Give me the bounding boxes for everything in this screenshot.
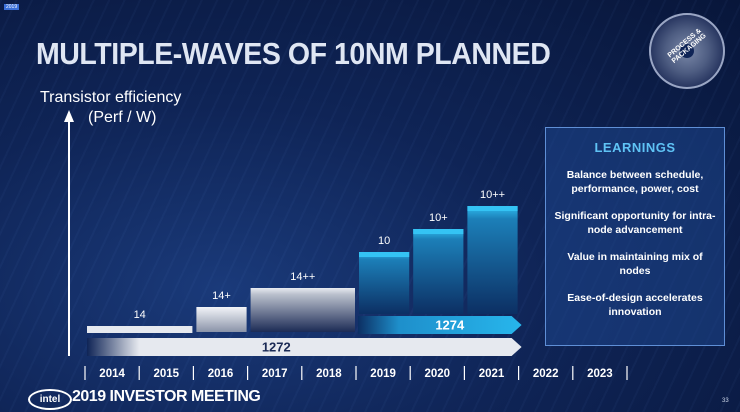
y-axis-arrowhead xyxy=(64,110,74,122)
year-tick-label: 2017 xyxy=(262,368,288,380)
node-label: 14++ xyxy=(290,271,315,283)
year-tick-label: 2014 xyxy=(99,368,125,380)
year-tick-label: 2016 xyxy=(208,368,234,380)
node-bar-cap xyxy=(467,206,518,211)
learnings-panel: LEARNINGS Balance between schedule, perf… xyxy=(545,127,725,346)
year-tick-label: 2018 xyxy=(316,368,342,380)
arrow-label: 1274 xyxy=(435,318,465,333)
node-bar-10p xyxy=(413,229,464,314)
node-label: 14 xyxy=(134,309,146,321)
footer-event-title: 2019 INVESTOR MEETING xyxy=(72,388,261,405)
badge-center xyxy=(680,44,694,58)
learning-item: Ease-of-design accelerates innovation xyxy=(567,292,703,318)
process-packaging-badge: PROCESS & PACKAGING xyxy=(649,13,725,89)
node-label: 10 xyxy=(378,235,390,247)
node-bar-14pp xyxy=(250,288,355,332)
year-tick-label: 2015 xyxy=(154,368,180,380)
learning-item: Significant opportunity for intra-node a… xyxy=(554,210,716,236)
process-arrow-1274 xyxy=(358,316,522,334)
live-tag: 2019 xyxy=(4,4,20,10)
node-bar-cap xyxy=(413,229,464,234)
year-tick-label: 2022 xyxy=(533,368,559,380)
learnings-title: LEARNINGS xyxy=(594,140,676,155)
y-axis-label-line1: Transistor efficiency xyxy=(40,89,182,106)
node-label: 10+ xyxy=(429,212,448,224)
arrow-label: 1272 xyxy=(262,340,291,355)
year-tick-label: 2019 xyxy=(370,368,396,380)
page-number: 33 xyxy=(722,398,729,404)
year-tick-label: 2020 xyxy=(425,368,451,380)
node-bar-cap xyxy=(359,252,410,257)
node-label: 10++ xyxy=(480,189,505,201)
node-bar-10pp xyxy=(467,206,518,314)
node-label: 14+ xyxy=(212,290,231,302)
node-bar-14p xyxy=(196,307,247,332)
y-axis-label: Transistor efficiency (Perf / W) xyxy=(40,88,181,128)
slide-title: MULTIPLE-WAVES OF 10NM PLANNED xyxy=(36,36,551,71)
year-tick-label: 2021 xyxy=(479,368,505,380)
learning-item: Balance between schedule, performance, p… xyxy=(566,169,704,195)
intel-logo: intel xyxy=(28,389,72,410)
y-axis-label-line2: (Perf / W) xyxy=(88,109,157,126)
year-tick-label: 2023 xyxy=(587,368,613,380)
node-bar-10 xyxy=(359,252,410,314)
node-bar-14 xyxy=(87,326,193,333)
process-arrow-1272 xyxy=(87,338,522,356)
learning-item: Value in maintaining mix of nodes xyxy=(567,251,703,277)
